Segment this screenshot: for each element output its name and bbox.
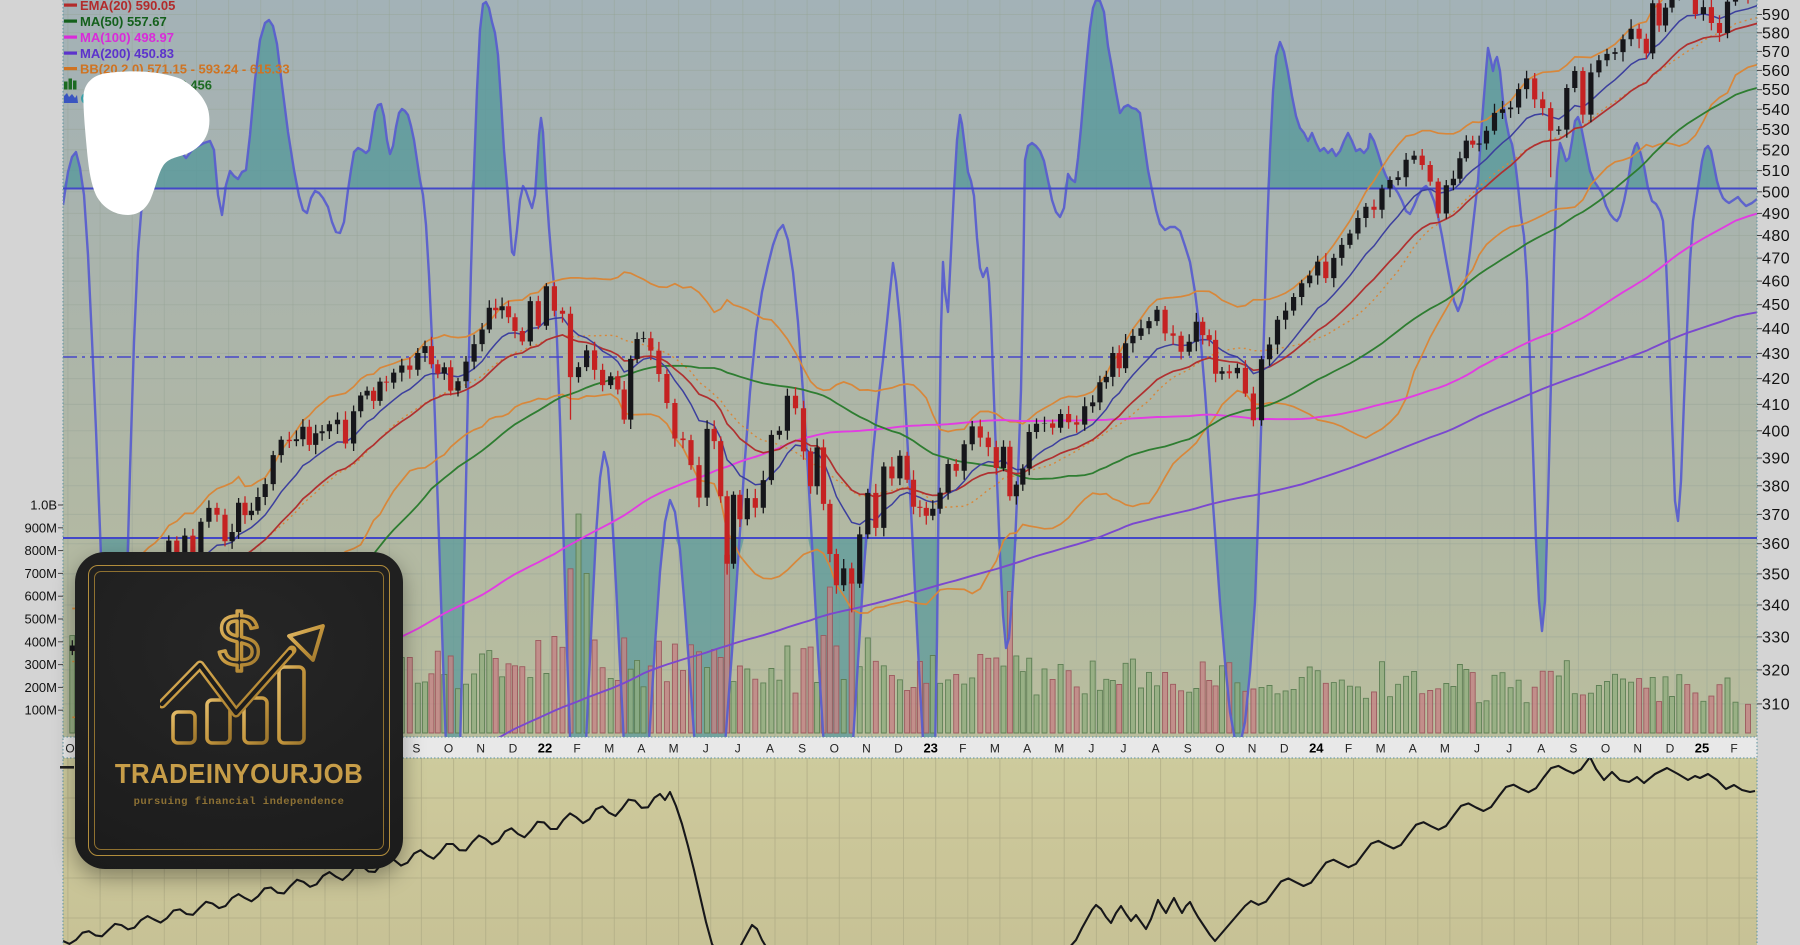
- svg-text:MA(50) 557.67: MA(50) 557.67: [80, 14, 167, 29]
- svg-text:320: 320: [1762, 662, 1790, 679]
- svg-text:M: M: [1054, 742, 1064, 756]
- svg-text:500M: 500M: [24, 612, 57, 627]
- svg-text:350: 350: [1762, 566, 1790, 583]
- svg-text:M: M: [669, 742, 679, 756]
- svg-text:J: J: [1088, 742, 1094, 756]
- svg-text:580: 580: [1762, 25, 1790, 42]
- svg-text:700M: 700M: [24, 566, 57, 581]
- svg-text:N: N: [1633, 742, 1642, 756]
- svg-text:900M: 900M: [24, 520, 57, 535]
- svg-text:800M: 800M: [24, 543, 57, 558]
- svg-text:EMA(20) 590.05: EMA(20) 590.05: [80, 0, 175, 13]
- svg-text:J: J: [1506, 742, 1512, 756]
- svg-text:A: A: [766, 742, 774, 756]
- svg-text:$: $: [218, 600, 259, 682]
- svg-text:S: S: [798, 742, 806, 756]
- svg-text:M: M: [604, 742, 614, 756]
- svg-text:F: F: [959, 742, 966, 756]
- svg-text:J: J: [1121, 742, 1127, 756]
- svg-text:S: S: [1184, 742, 1192, 756]
- svg-text:N: N: [476, 742, 485, 756]
- svg-text:380: 380: [1762, 478, 1790, 495]
- svg-text:23: 23: [923, 741, 937, 756]
- svg-text:310: 310: [1762, 696, 1790, 713]
- svg-text:450: 450: [1762, 297, 1790, 314]
- svg-text:360: 360: [1762, 536, 1790, 553]
- svg-text:200M: 200M: [24, 680, 57, 695]
- svg-text:O: O: [65, 742, 74, 756]
- svg-text:400: 400: [1762, 423, 1790, 440]
- svg-text:D: D: [1666, 742, 1675, 756]
- svg-text:420: 420: [1762, 371, 1790, 388]
- svg-text:J: J: [735, 742, 741, 756]
- svg-text:A: A: [1152, 742, 1160, 756]
- svg-text:M: M: [990, 742, 1000, 756]
- svg-text:470: 470: [1762, 251, 1790, 268]
- svg-text:N: N: [862, 742, 871, 756]
- svg-text:510: 510: [1762, 163, 1790, 180]
- svg-text:590: 590: [1762, 7, 1790, 24]
- svg-text:M: M: [1376, 742, 1386, 756]
- svg-text:490: 490: [1762, 206, 1790, 223]
- svg-text:480: 480: [1762, 228, 1790, 245]
- svg-text:A: A: [637, 742, 645, 756]
- svg-text:570: 570: [1762, 44, 1790, 61]
- svg-text:22: 22: [538, 741, 552, 756]
- svg-text:S: S: [412, 742, 420, 756]
- svg-text:O: O: [830, 742, 839, 756]
- svg-text:400M: 400M: [24, 634, 57, 649]
- svg-text:MA(100) 498.97: MA(100) 498.97: [80, 30, 174, 45]
- svg-text:25: 25: [1695, 741, 1709, 756]
- svg-text:24: 24: [1309, 741, 1324, 756]
- svg-text:MA(200) 450.83: MA(200) 450.83: [80, 46, 174, 61]
- svg-text:390: 390: [1762, 451, 1790, 468]
- svg-text:550: 550: [1762, 82, 1790, 99]
- svg-text:M: M: [1440, 742, 1450, 756]
- svg-text:100M: 100M: [24, 703, 57, 718]
- svg-text:A: A: [1537, 742, 1545, 756]
- svg-text:O: O: [444, 742, 453, 756]
- svg-text:F: F: [573, 742, 580, 756]
- svg-text:S: S: [1569, 742, 1577, 756]
- svg-text:N: N: [1248, 742, 1257, 756]
- svg-text:D: D: [509, 742, 518, 756]
- svg-text:530: 530: [1762, 122, 1790, 139]
- svg-text:370: 370: [1762, 507, 1790, 524]
- svg-text:D: D: [894, 742, 903, 756]
- svg-text:A: A: [1409, 742, 1417, 756]
- svg-text:J: J: [1474, 742, 1480, 756]
- svg-text:F: F: [1345, 742, 1352, 756]
- svg-text:F: F: [1730, 742, 1737, 756]
- svg-text:540: 540: [1762, 102, 1790, 119]
- svg-text:A: A: [1023, 742, 1031, 756]
- svg-text:340: 340: [1762, 598, 1790, 615]
- svg-text:330: 330: [1762, 629, 1790, 646]
- svg-text:O: O: [1215, 742, 1224, 756]
- svg-text:560: 560: [1762, 63, 1790, 80]
- svg-text:600M: 600M: [24, 589, 57, 604]
- svg-text:1.0B: 1.0B: [30, 498, 57, 513]
- svg-text:500: 500: [1762, 184, 1790, 201]
- svg-text:O: O: [1601, 742, 1610, 756]
- svg-text:D: D: [1280, 742, 1289, 756]
- svg-text:440: 440: [1762, 321, 1790, 338]
- svg-text:410: 410: [1762, 397, 1790, 414]
- svg-text:J: J: [703, 742, 709, 756]
- svg-text:520: 520: [1762, 142, 1790, 159]
- svg-text:300M: 300M: [24, 657, 57, 672]
- svg-text:460: 460: [1762, 274, 1790, 291]
- svg-text:430: 430: [1762, 346, 1790, 363]
